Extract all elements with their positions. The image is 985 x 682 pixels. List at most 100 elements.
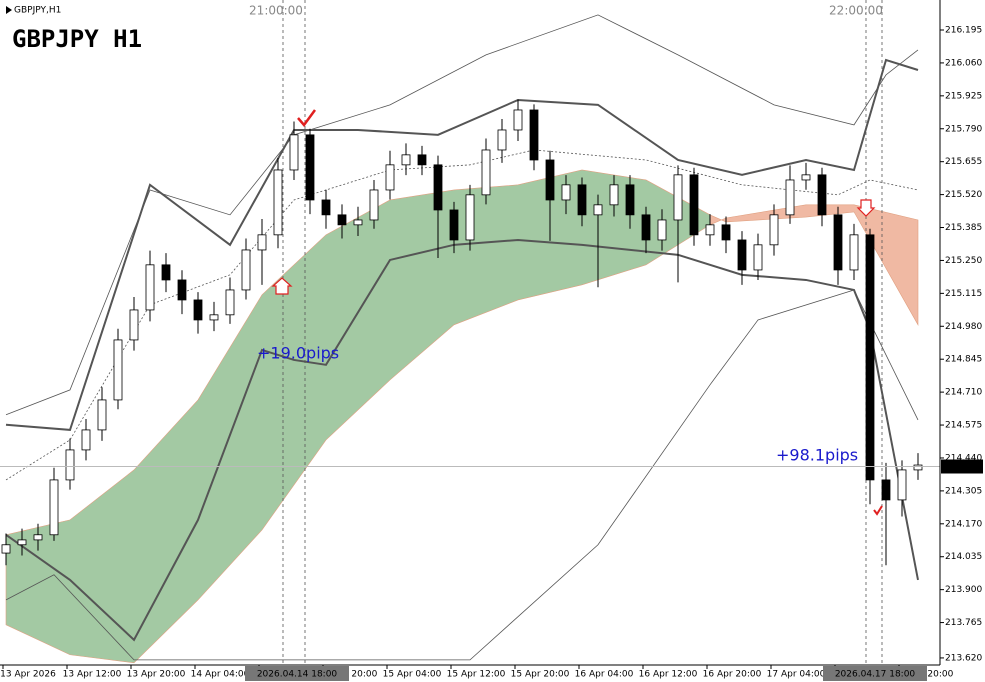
candle-body [577,184,587,216]
candle-body [65,449,75,481]
candle-body [625,184,635,216]
candle-body [145,264,155,311]
candle-body [161,264,171,281]
y-tick-label: 214.440 [945,453,982,463]
cloud-area [709,204,919,326]
candle-body [177,279,187,301]
current-price-label: 214.405 [944,462,981,472]
y-tick-label: 214.980 [945,322,982,332]
candle-body [865,234,875,481]
y-tick-label: 213.900 [945,585,982,595]
candle-body [17,539,27,546]
candle-body [129,309,139,341]
candle-body [529,109,539,161]
cursor-date: 2026.04.14 18:00 [257,670,338,680]
cursor-time: 22:00:00 [829,4,883,18]
candle-body [481,149,491,196]
y-tick-label: 215.385 [945,223,982,233]
candle-body [385,164,395,191]
candle-body [465,194,475,241]
annotation: +19.0pips [257,344,339,363]
x-tick-label: 17 Apr 04:00 [767,670,826,680]
y-tick-label: 216.060 [945,58,982,68]
candle-body [193,299,203,321]
x-tick-label: 16 Apr 04:00 [575,670,634,680]
y-tick-label: 214.575 [945,421,982,431]
candle-body [417,154,427,166]
candle-body [545,159,555,201]
candle-body [737,239,747,271]
y-tick-label: 215.115 [945,289,982,299]
candle-body [289,134,299,171]
y-tick-label: 216.195 [945,25,982,35]
current-price-box [941,459,983,474]
y-tick-label: 215.520 [945,190,982,200]
candle-body [641,214,651,241]
candle-body [769,214,779,246]
chart-title: GBPJPY H1 [12,25,142,53]
candle-body [273,169,283,236]
candle-body [705,224,715,236]
candle-body [401,154,411,166]
candle-body [97,399,107,431]
x-tick-label: 16 Apr 12:00 [639,670,698,680]
candle-body [817,174,827,216]
close-check [873,505,883,516]
candle-body [353,219,363,226]
axes: 216.195 216.060 215.925 215.790 215.655 215.5… [0,25,983,681]
candle-body [833,214,843,271]
candle-body [881,479,891,501]
x-tick-label: 13 Apr 12:00 [63,670,122,680]
candle-body [209,314,219,321]
candle-body [897,469,907,501]
y-tick-label: 213.620 [945,653,982,663]
y-tick-label: 215.250 [945,256,982,266]
y-tick-label: 214.170 [945,519,982,529]
candle-body [561,184,571,201]
candle-body [673,174,683,221]
candle-body [657,219,667,241]
cursor-time: 21:00:00 [249,4,303,18]
y-tick-label: 215.925 [945,91,982,101]
close-check [297,109,317,128]
candle-body [689,174,699,236]
candle-body [113,339,123,401]
annotation: +98.1pips [776,446,858,465]
candle-body [785,179,795,216]
y-tick-label: 215.790 [945,124,982,134]
candle-body [449,209,459,241]
x-tick-label: 13 Apr 20:00 [127,670,186,680]
x-tick-label: 14 Apr 04:00 [191,670,250,680]
candle-layer [1,99,923,566]
y-tick-label: 214.710 [945,388,982,398]
candle-body [433,164,443,211]
cursor-date-box [823,666,927,681]
indicator-line [5,14,919,416]
buy-arrow [271,277,293,295]
candle-body [49,479,59,536]
y-tick-label: 213.765 [945,618,982,628]
candle-body [321,199,331,216]
window-title: GBPJPY,H1 [14,6,61,16]
candle-body [257,234,267,251]
window-icon [6,6,12,14]
candle-body [337,214,347,226]
cursor-date-box [245,666,349,681]
candle-body [849,234,859,271]
candle-body [225,289,235,316]
candle-body [305,134,315,201]
x-tick-label: 13 Apr 2026 [0,670,56,680]
candle-body [513,109,523,131]
cursor-date: 2026.04.17 18:00 [835,670,916,680]
indicator-line [5,289,919,661]
candle-body [369,189,379,221]
candle-body [241,249,251,291]
candle-body [33,534,43,541]
y-tick-label: 214.035 [945,552,982,562]
candle-body [609,184,619,206]
x-tick-label: 15 Apr 12:00 [447,670,506,680]
y-tick-label: 214.845 [945,355,982,365]
candle-body [497,129,507,151]
